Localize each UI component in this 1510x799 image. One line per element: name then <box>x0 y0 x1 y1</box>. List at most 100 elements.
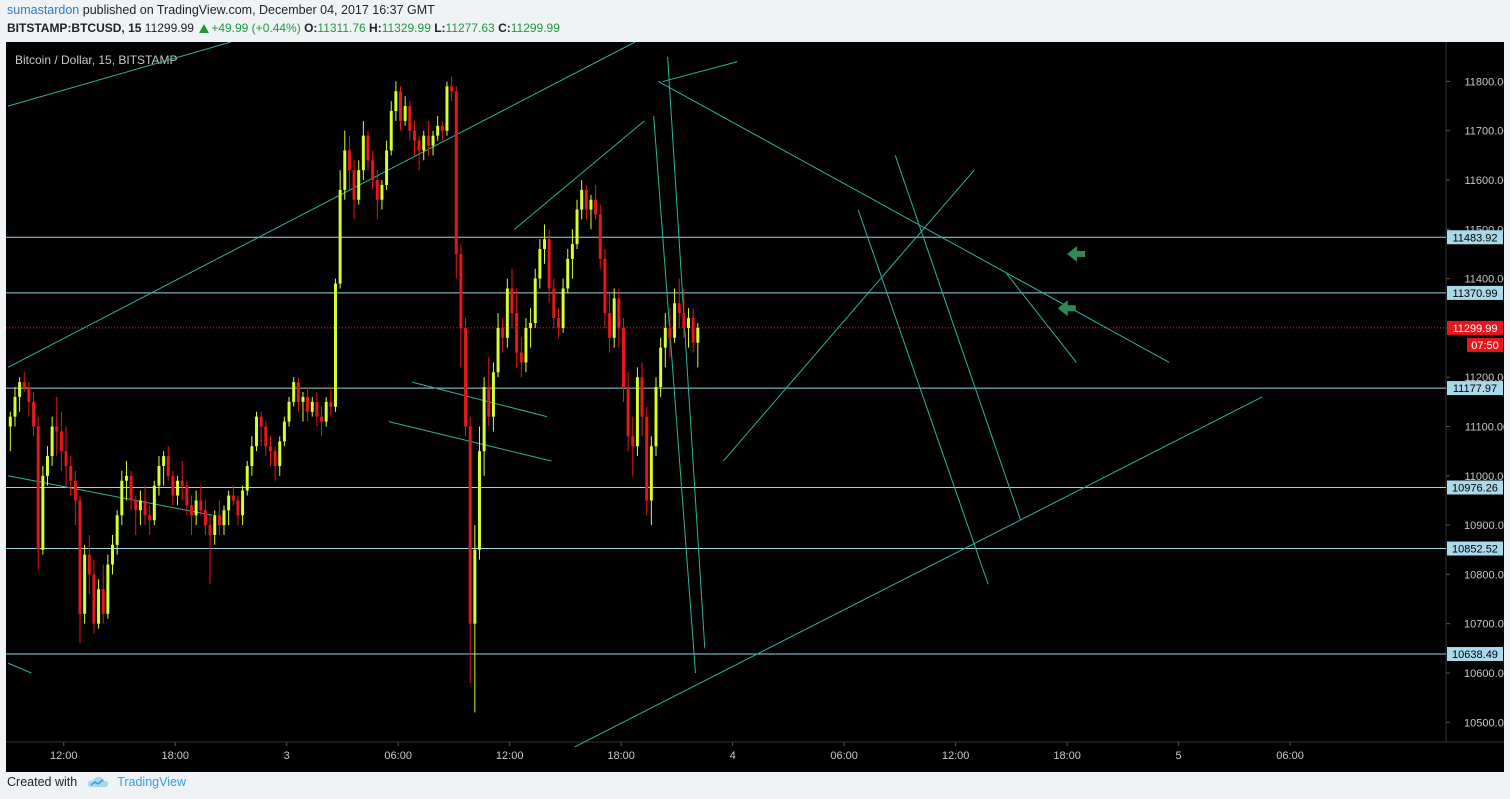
level-price-tag <box>1447 480 1503 495</box>
candle-body <box>454 91 458 254</box>
y-tick-label: 10600.00 <box>1464 668 1504 680</box>
level-price-label: 10852.52 <box>1452 544 1498 556</box>
candle-body <box>529 322 533 328</box>
candle-body <box>343 150 347 190</box>
candle-body <box>473 549 477 624</box>
candle-body <box>292 382 296 402</box>
candle-body <box>375 180 379 200</box>
candle-body <box>236 500 240 516</box>
up-triangle-icon <box>199 24 210 33</box>
candle-body <box>194 500 198 516</box>
candle-body <box>426 135 430 146</box>
candle-body <box>199 500 203 511</box>
last-price: 11299.99 <box>144 21 194 35</box>
candle-body <box>208 525 212 535</box>
candle-body <box>306 396 310 412</box>
candle-body <box>8 416 12 427</box>
y-tick-label: 11600.00 <box>1464 175 1504 187</box>
candle-body <box>32 401 36 427</box>
candle-body <box>129 475 133 501</box>
candle-body <box>366 135 370 161</box>
close-value: 11299.99 <box>510 21 560 35</box>
footer: Created with TradingView <box>7 773 186 791</box>
x-tick-label: 06:00 <box>830 750 858 762</box>
candle-body <box>371 160 375 181</box>
publish-text: published on TradingView.com, December 0… <box>82 3 435 17</box>
candle-body <box>505 288 509 338</box>
candle-body <box>50 426 54 457</box>
candle-body <box>250 446 254 466</box>
candle-body <box>594 199 598 215</box>
candle-body <box>412 130 416 141</box>
candle-body <box>621 327 625 388</box>
trendline <box>722 169 975 462</box>
candle-body <box>203 510 207 526</box>
candle-body <box>180 480 184 486</box>
candle-body <box>566 258 570 289</box>
x-tick-label: 12:00 <box>50 750 78 762</box>
candle-body <box>422 135 426 151</box>
candle-body <box>13 396 17 417</box>
candle-body <box>552 288 556 319</box>
candle-body <box>663 327 667 348</box>
candle-body <box>296 382 300 402</box>
candle-body <box>496 327 500 373</box>
candle-body <box>273 451 277 466</box>
candle-body <box>78 500 82 614</box>
candle-body <box>148 515 152 521</box>
candle-body <box>394 91 398 112</box>
open-value: 11311.76 <box>317 21 366 35</box>
candle-body <box>115 515 119 545</box>
candle-body <box>464 327 468 427</box>
level-price-label: 11483.92 <box>1452 232 1497 244</box>
annotation-arrow-icon <box>1057 300 1076 317</box>
candle-body <box>101 589 105 614</box>
candle-body <box>654 387 658 447</box>
candle-body <box>361 135 365 171</box>
candle-body <box>347 150 351 171</box>
chart-area[interactable]: Bitcoin / Dollar, 15, BITSTAMP 10500.00 1… <box>6 42 1504 772</box>
y-tick-label: 10800.00 <box>1464 569 1504 581</box>
candle-body <box>510 288 514 314</box>
candle-body <box>584 189 588 210</box>
candle-body <box>380 184 384 200</box>
candle-body <box>87 554 91 575</box>
candle-body <box>324 401 328 422</box>
candle-body <box>45 456 49 476</box>
candle-body <box>59 431 63 452</box>
candle-body <box>268 446 272 452</box>
candle-body <box>617 298 621 328</box>
candle-body <box>18 382 22 397</box>
candle-body <box>677 303 681 314</box>
trendline <box>667 56 706 649</box>
candle-body <box>264 426 268 447</box>
candle-body <box>287 401 291 422</box>
candle-body <box>477 451 481 550</box>
candle-body <box>538 249 542 279</box>
candle-body <box>357 170 361 200</box>
y-tick-label: 10500.00 <box>1464 717 1504 729</box>
x-tick-label: 18:00 <box>607 750 635 762</box>
candle-body <box>570 244 574 259</box>
level-price-label: 10638.49 <box>1452 649 1498 661</box>
price-chart[interactable]: Bitcoin / Dollar, 15, BITSTAMP 10500.00 1… <box>6 42 1504 772</box>
x-tick-label: 12:00 <box>942 750 970 762</box>
trendline <box>653 115 696 674</box>
candle-body <box>645 416 649 501</box>
candle-body <box>635 377 639 447</box>
trendline <box>7 42 232 107</box>
candle-body <box>162 456 166 466</box>
trendline <box>662 61 738 82</box>
tradingview-brand[interactable]: TradingView <box>117 775 186 789</box>
author-link[interactable]: sumastardon <box>7 3 80 17</box>
candle-body <box>157 465 161 486</box>
candle-body <box>185 485 189 506</box>
candle-body <box>333 283 337 407</box>
candle-body <box>301 396 305 402</box>
candle-body <box>491 372 495 417</box>
x-tick-label: 18:00 <box>1053 750 1081 762</box>
y-tick-label: 11100.00 <box>1465 422 1504 434</box>
low-label: L: <box>434 21 446 35</box>
candle-body <box>408 106 412 131</box>
candle-body <box>27 387 31 402</box>
